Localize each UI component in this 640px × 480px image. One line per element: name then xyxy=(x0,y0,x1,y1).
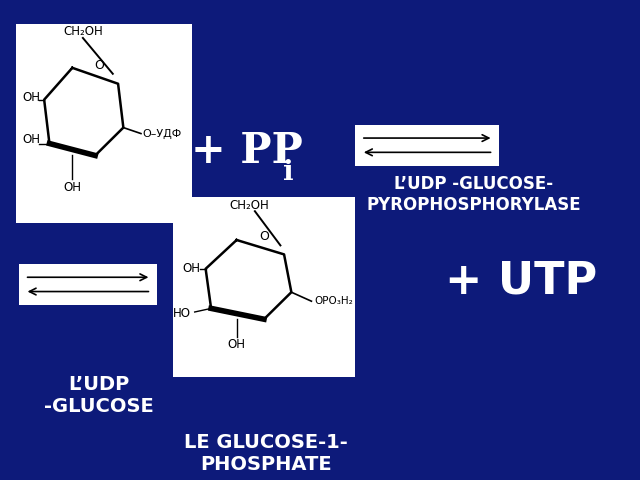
Text: CH₂OH: CH₂OH xyxy=(63,25,103,38)
Text: LE GLUCOSE-1-
PHOSPHATE: LE GLUCOSE-1- PHOSPHATE xyxy=(184,433,348,474)
Bar xyxy=(173,197,355,377)
Bar xyxy=(19,264,157,305)
Text: OPO₃H₂: OPO₃H₂ xyxy=(314,296,353,306)
Text: OH: OH xyxy=(23,91,41,104)
Text: O: O xyxy=(259,230,269,243)
Text: i: i xyxy=(283,159,293,186)
Text: HO: HO xyxy=(173,307,191,320)
Text: + UTP: + UTP xyxy=(445,259,598,302)
Text: OH: OH xyxy=(182,262,200,276)
Text: O–УДФ: O–УДФ xyxy=(143,129,182,139)
Text: OH: OH xyxy=(63,181,81,194)
Text: OH: OH xyxy=(228,338,246,351)
Text: O: O xyxy=(94,60,104,72)
Bar xyxy=(355,125,499,166)
Text: + PP: + PP xyxy=(191,130,302,172)
Text: OH: OH xyxy=(23,133,41,146)
Bar xyxy=(16,24,192,223)
Text: L’UDP
-GLUCOSE: L’UDP -GLUCOSE xyxy=(44,375,154,417)
Text: CH₂OH: CH₂OH xyxy=(230,199,269,212)
Text: L’UDP -GLUCOSE-
PYROPHOSPHORYLASE: L’UDP -GLUCOSE- PYROPHOSPHORYLASE xyxy=(366,175,581,214)
